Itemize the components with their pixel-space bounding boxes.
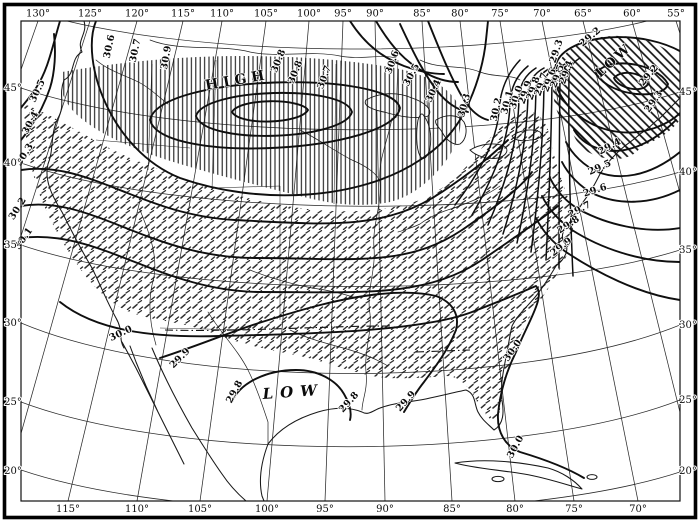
longitude-label-top: 70° [533,9,551,20]
longitude-label-bottom: 110° [125,504,149,515]
longitude-label-top: 85° [413,9,431,20]
longitude-label-top: 105° [254,9,278,20]
longitude-label-top: 65° [574,9,592,20]
longitude-label-top: 110° [210,9,234,20]
longitude-label-top: 100° [297,9,321,20]
longitude-label-bottom: 100° [255,504,279,515]
latitude-label-right: 30° [679,320,697,331]
latitude-label-left: 25° [4,397,22,408]
latitude-label-left: 30° [4,318,22,329]
longitude-label-top: 115° [171,9,195,20]
longitude-label-top: 55° [667,9,685,20]
latitude-label-left: 45° [4,83,22,94]
longitude-label-bottom: 80° [506,504,524,515]
latitude-label-right: 45° [679,87,697,98]
longitude-label-top: 120° [125,9,149,20]
longitude-label-top: 80° [451,9,469,20]
dashdot-boundaries [164,325,471,353]
longitude-label-top: 95° [334,9,352,20]
longitude-label-top: 130° [26,9,50,20]
diagonal-hatch-low-area [553,35,680,151]
longitude-label-bottom: 105° [188,504,212,515]
longitude-label-bottom: 90° [376,504,394,515]
longitude-label-top: 60° [623,9,641,20]
longitude-label-bottom: 115° [56,504,80,515]
latitude-label-right: 25° [679,395,697,406]
graticule-coordinate-labels: 130° 125° 120° 115° 110° 105° 100° 95° 90° 85° 80°… [3,8,698,517]
latitude-label-left: 40° [4,158,22,169]
stippled-area [24,104,573,424]
longitude-label-top: 90° [366,9,384,20]
longitude-label-bottom: 95° [316,504,334,515]
latitude-label-right: 20° [679,466,697,477]
longitude-label-bottom: 70° [629,504,647,515]
latitude-label-left: 20° [4,466,22,477]
map-inner-frame [20,20,681,502]
latitude-label-right: 35° [679,245,697,256]
longitude-label-bottom: 75° [565,504,583,515]
isobar-label: 30.9 [159,45,174,71]
longitude-label-bottom: 85° [443,504,461,515]
diagonal-hatch-low-tail [571,120,640,160]
shaded-areas [24,35,680,424]
longitude-label-top: 125° [78,9,102,20]
latitude-label-left: 35° [4,240,22,251]
pressure-center-low: LOW [261,381,325,403]
longitude-label-top: 75° [491,9,509,20]
latitude-label-right: 40° [679,167,697,178]
vertical-hatch-high-area [60,56,461,205]
isobars [21,21,680,479]
